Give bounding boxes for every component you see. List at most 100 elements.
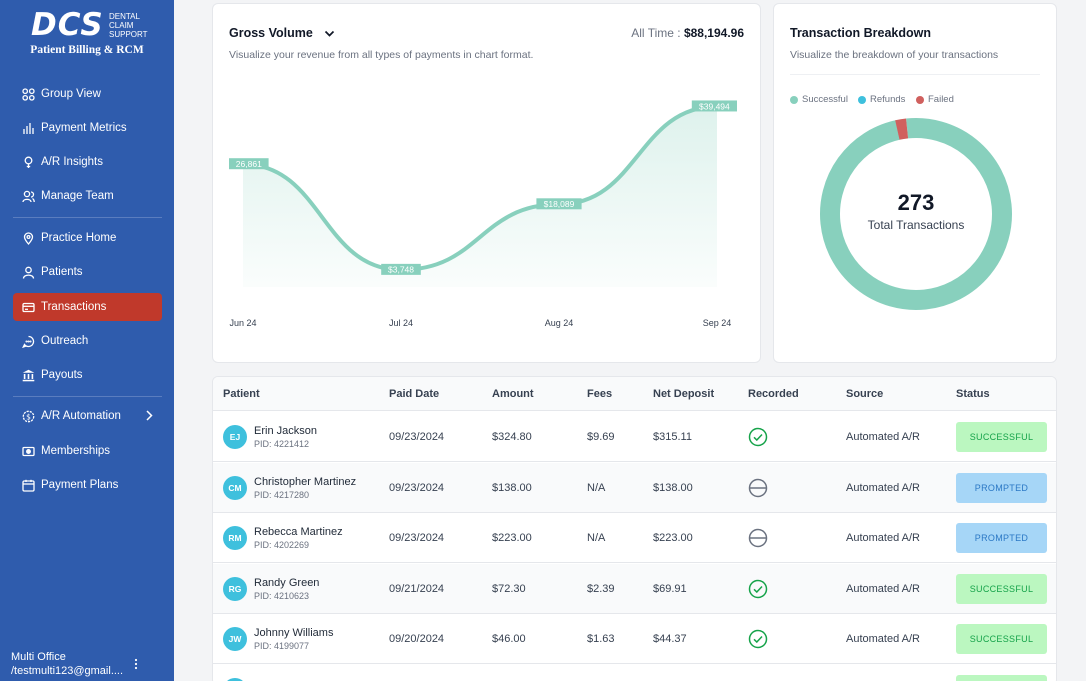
header-fees[interactable]: Fees (587, 388, 613, 400)
status-badge (956, 674, 1047, 681)
table-row[interactable]: RM Rebecca Martinez PID: 4202269 09/23/2024… (213, 513, 1056, 563)
sidebar-item-payment-metrics[interactable]: Payment Metrics (13, 114, 162, 142)
sidebar-item-manage-team[interactable]: Manage Team (13, 182, 162, 210)
x-tick-label: Sep 24 (703, 318, 732, 328)
data-label-box (691, 100, 737, 112)
table-row[interactable]: RG Randy Green PID: 4210623 09/21/2024 $72.3… (213, 563, 1056, 614)
grid-icon (22, 87, 35, 101)
gross-volume-dropdown[interactable]: Gross Volume (229, 26, 335, 41)
status-badge: SUCCESSFUL (956, 422, 1047, 452)
data-label: $39,494 (699, 101, 730, 111)
logo[interactable]: DCS DENTAL CLAIM SUPPORT Patient Billing &… (0, 0, 174, 70)
more-vertical-icon[interactable] (131, 657, 141, 671)
status-badge: PROMPTED (956, 472, 1047, 503)
legend-refunds[interactable]: Refunds (858, 94, 905, 105)
header-patient[interactable]: Patient (223, 388, 260, 400)
header-source[interactable]: Source (846, 388, 884, 400)
legend-failed[interactable]: Failed (916, 94, 954, 105)
sidebar-item-memberships[interactable]: Memberships (13, 437, 162, 465)
donut-slice-successful[interactable] (820, 117, 1012, 310)
sidebar-item-practice-home[interactable]: Practice Home (13, 224, 162, 252)
sidebar-item-transactions[interactable]: Transactions (13, 293, 162, 321)
bank-icon (22, 369, 35, 382)
fees-cell: N/A (587, 532, 606, 544)
data-label: 26,861 (236, 159, 262, 169)
patient-id: PID: 4199077 (254, 641, 310, 651)
data-label-box (536, 198, 582, 210)
data-label: $3,748 (388, 265, 414, 275)
avatar: CM (223, 475, 247, 500)
header-paid-date[interactable]: Paid Date (389, 388, 440, 400)
data-label: $18,089 (544, 199, 575, 209)
amount-cell: $72.30 (492, 582, 526, 595)
total-transactions-count: 273 (897, 190, 935, 215)
fees-cell: N/A (587, 481, 606, 494)
header-amount[interactable]: Amount (492, 388, 534, 400)
area-line (241, 104, 719, 272)
sidebar-item-ar-insights[interactable]: A/R Insights (13, 148, 162, 176)
user-profile[interactable]: Multi Office /testmulti123@gmail.... (11, 650, 123, 678)
svg-text:$: $ (26, 412, 31, 421)
sidebar-item-label: Payment Plans (41, 479, 119, 491)
sidebar-item-patients[interactable]: Patients (13, 258, 162, 286)
sidebar-item-label: Transactions (41, 301, 107, 313)
paid-date-cell: 09/23/2024 (389, 431, 445, 443)
fees-cell: $9.69 (587, 431, 615, 443)
table-row[interactable] (213, 665, 1056, 681)
sidebar-item-label: A/R Automation (41, 410, 121, 422)
paid-date-cell: 09/23/2024 (389, 481, 445, 494)
sidebar-item-payouts[interactable]: Payouts (13, 361, 162, 389)
patient-id: PID: 4221412 (254, 439, 310, 449)
header-net-deposit[interactable]: Net Deposit (653, 388, 715, 400)
sidebar-item-group-view[interactable]: Group View (13, 80, 162, 108)
donut-slice-failed[interactable] (813, 111, 1018, 316)
data-label-box (381, 263, 421, 275)
transactions-table: Patient Paid Date Amount Fees Net Deposi… (212, 376, 1057, 681)
logo-subtitle: Patient Billing & RCM (30, 44, 144, 56)
source-cell: Automated A/R (846, 481, 920, 494)
net-deposit-cell: $138.00 (653, 481, 693, 494)
data-label-box (229, 158, 269, 170)
amount-cell: $138.00 (492, 481, 532, 494)
table-row[interactable]: CM Christopher Martinez PID: 4217280 09/23/… (213, 462, 1056, 513)
credit-card-icon (22, 301, 35, 314)
gross-volume-subtitle: Visualize your revenue from all types of… (229, 49, 534, 61)
table-row[interactable]: EJ Erin Jackson PID: 4221412 09/23/2024 $324… (213, 412, 1056, 462)
calendar-icon (22, 479, 35, 492)
header-status[interactable]: Status (956, 388, 990, 400)
sidebar-divider (13, 396, 162, 397)
logo-side-text: DENTAL CLAIM SUPPORT (109, 12, 148, 39)
minus-circle-icon (748, 528, 768, 548)
gear-dollar-icon: $ (22, 410, 35, 423)
patient-name[interactable]: Rebecca Martinez (254, 526, 343, 538)
net-deposit-cell: $315.11 (653, 431, 692, 443)
paid-date-cell: 09/23/2024 (389, 532, 445, 544)
source-cell: Automated A/R (846, 431, 920, 443)
patient-name[interactable]: Erin Jackson (254, 425, 317, 437)
sidebar-item-label: Outreach (41, 335, 89, 347)
total-transactions-label: Total Transactions (867, 218, 965, 232)
check-circle-icon (748, 629, 768, 649)
sidebar-item-outreach[interactable]: Outreach (13, 327, 162, 355)
sidebar-item-label: Practice Home (41, 232, 117, 244)
legend-dot (790, 95, 798, 104)
x-tick-label: Aug 24 (545, 318, 574, 328)
chevron-down-icon (324, 27, 335, 41)
status-badge: PROMPTED (956, 523, 1047, 553)
location-icon (22, 231, 35, 245)
patient-name[interactable]: Johnny Williams (254, 627, 334, 639)
lightbulb-icon (22, 156, 35, 169)
patient-name[interactable]: Christopher Martinez (254, 475, 357, 488)
avatar: EJ (223, 425, 247, 449)
chevron-right-icon[interactable] (145, 409, 153, 425)
paid-date-cell: 09/20/2024 (389, 633, 445, 645)
source-cell: Automated A/R (846, 633, 920, 645)
sidebar-item-payment-plans[interactable]: Payment Plans (13, 471, 162, 499)
patient-name[interactable]: Randy Green (254, 576, 320, 589)
table-row[interactable]: JW Johnny Williams PID: 4199077 09/20/2024 $… (213, 614, 1056, 664)
legend-successful[interactable]: Successful (790, 94, 848, 105)
amount-cell: $46.00 (492, 633, 526, 645)
sidebar-item-ar-automation[interactable]: $ A/R Automation (13, 402, 162, 430)
bar-chart-icon (22, 122, 35, 135)
header-recorded[interactable]: Recorded (748, 388, 799, 400)
